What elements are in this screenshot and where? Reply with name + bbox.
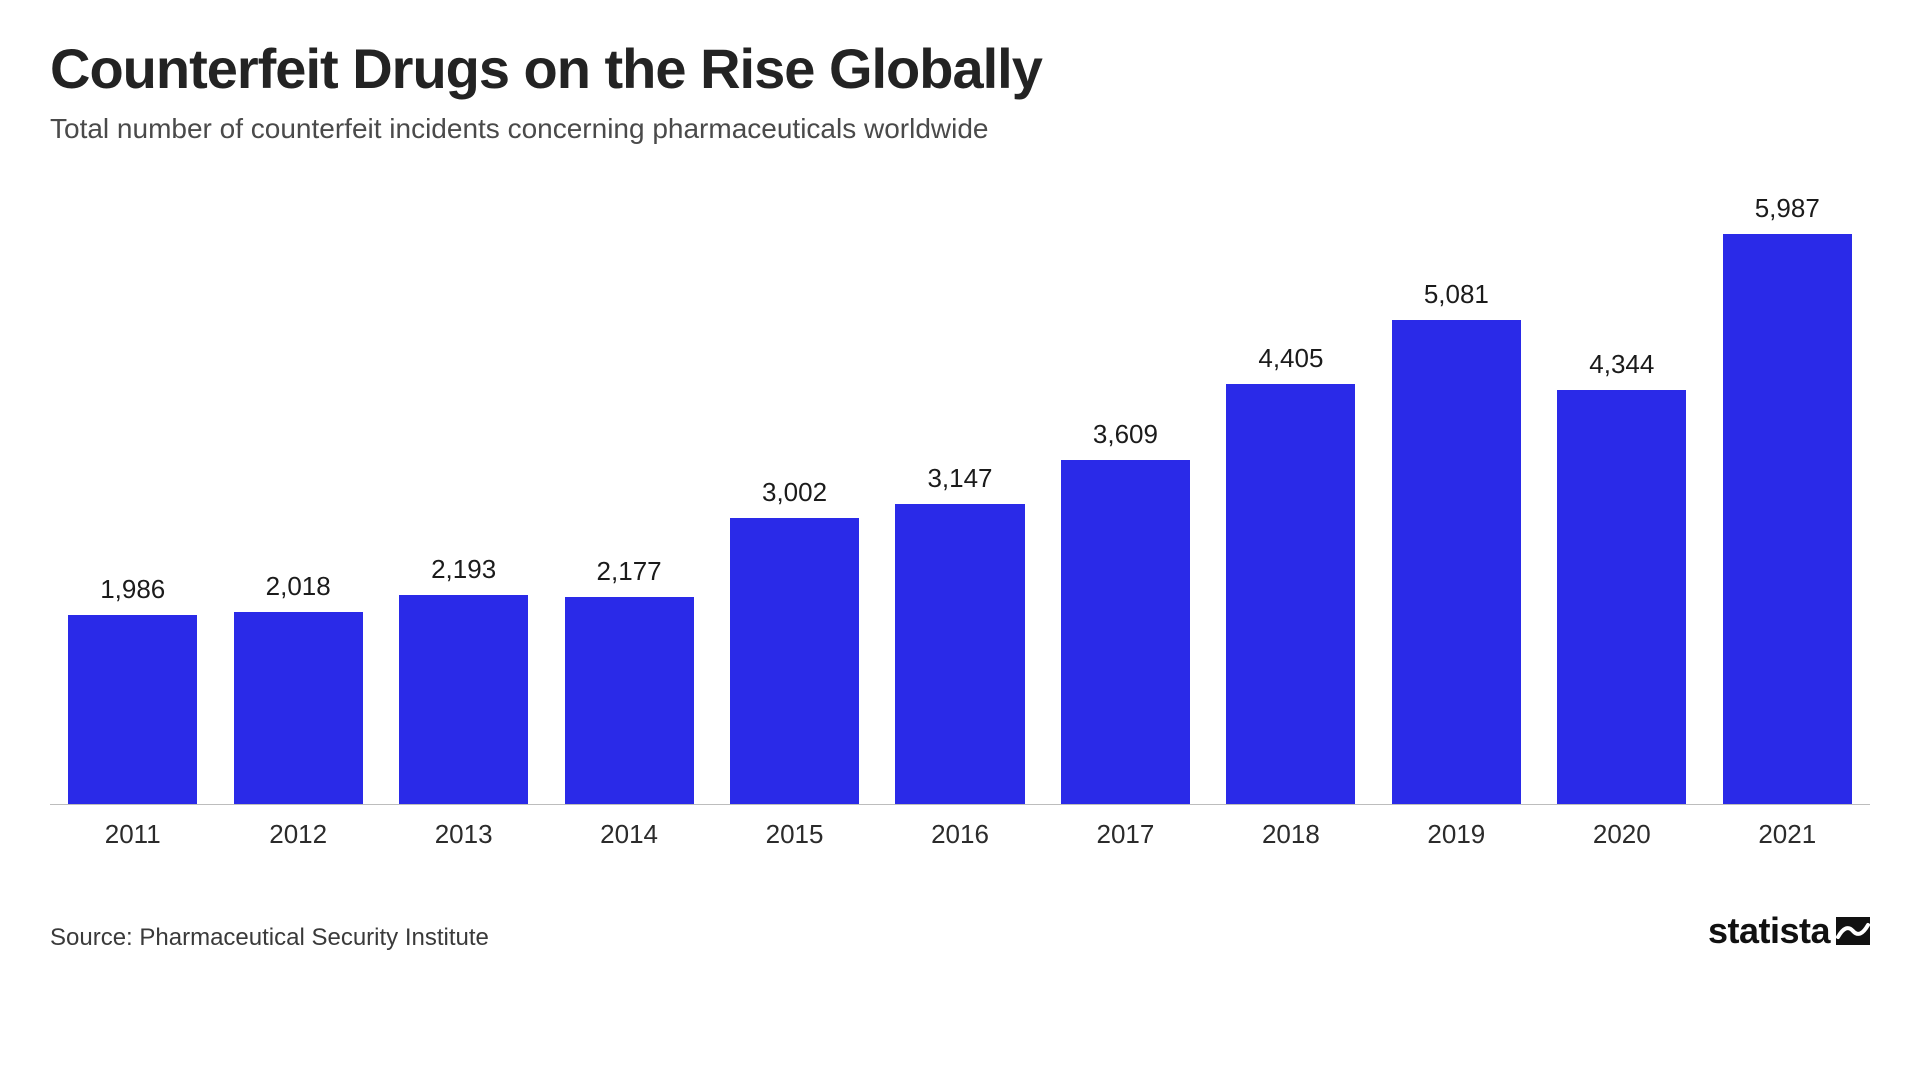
bar-value-label: 1,986 <box>100 574 165 605</box>
x-axis-label: 2015 <box>712 819 877 850</box>
bar <box>399 595 528 804</box>
bar <box>1392 320 1521 804</box>
bar <box>68 615 197 804</box>
x-axis-label: 2012 <box>215 819 380 850</box>
bar-slot: 4,344 <box>1539 349 1704 804</box>
bar-slot: 4,405 <box>1208 343 1373 803</box>
bar-value-label: 5,987 <box>1755 193 1820 224</box>
x-axis-label: 2014 <box>546 819 711 850</box>
bar-slot: 2,193 <box>381 554 546 804</box>
bar <box>1226 384 1355 803</box>
bar-slot: 5,081 <box>1374 279 1539 804</box>
bar <box>730 518 859 804</box>
bar-value-label: 3,147 <box>927 463 992 494</box>
x-axis-label: 2019 <box>1374 819 1539 850</box>
brand-logo: statista <box>1708 910 1870 952</box>
bar-value-label: 4,405 <box>1258 343 1323 374</box>
x-axis-label: 2021 <box>1705 819 1870 850</box>
bar <box>565 597 694 804</box>
x-axis-labels: 2011201220132014201520162017201820192020… <box>50 819 1870 850</box>
bar-value-label: 2,177 <box>597 556 662 587</box>
bar-slot: 1,986 <box>50 574 215 804</box>
bar-slot: 3,609 <box>1043 419 1208 804</box>
bar-value-label: 3,002 <box>762 477 827 508</box>
x-axis-label: 2013 <box>381 819 546 850</box>
chart-footer: Source: Pharmaceutical Security Institut… <box>50 910 1870 952</box>
bar <box>234 612 363 804</box>
bar-slot: 3,147 <box>877 463 1042 804</box>
bars-row: 1,986 2,018 2,193 2,177 3,002 3,147 3,609 4,405… <box>50 185 1870 805</box>
bar-slot: 2,018 <box>215 571 380 804</box>
bar-value-label: 2,193 <box>431 554 496 585</box>
bar <box>1061 460 1190 804</box>
x-axis-label: 2011 <box>50 819 215 850</box>
bar <box>1723 234 1852 804</box>
x-axis-label: 2020 <box>1539 819 1704 850</box>
bar-chart: 1,986 2,018 2,193 2,177 3,002 3,147 3,609 4,405… <box>50 185 1870 850</box>
source-text: Source: Pharmaceutical Security Institut… <box>50 924 489 952</box>
bar-value-label: 4,344 <box>1589 349 1654 380</box>
bar-slot: 2,177 <box>546 556 711 804</box>
bar-slot: 3,002 <box>712 477 877 804</box>
bar-slot: 5,987 <box>1705 193 1870 804</box>
brand-text: statista <box>1708 910 1830 952</box>
brand-wave-icon <box>1836 917 1870 945</box>
chart-subtitle: Total number of counterfeit incidents co… <box>50 113 1870 145</box>
x-axis-label: 2016 <box>877 819 1042 850</box>
bar-value-label: 5,081 <box>1424 279 1489 310</box>
bar <box>1557 390 1686 804</box>
bar-value-label: 2,018 <box>266 571 331 602</box>
bar <box>895 504 1024 804</box>
bar-value-label: 3,609 <box>1093 419 1158 450</box>
x-axis-label: 2017 <box>1043 819 1208 850</box>
chart-title: Counterfeit Drugs on the Rise Globally <box>50 40 1870 99</box>
x-axis-label: 2018 <box>1208 819 1373 850</box>
